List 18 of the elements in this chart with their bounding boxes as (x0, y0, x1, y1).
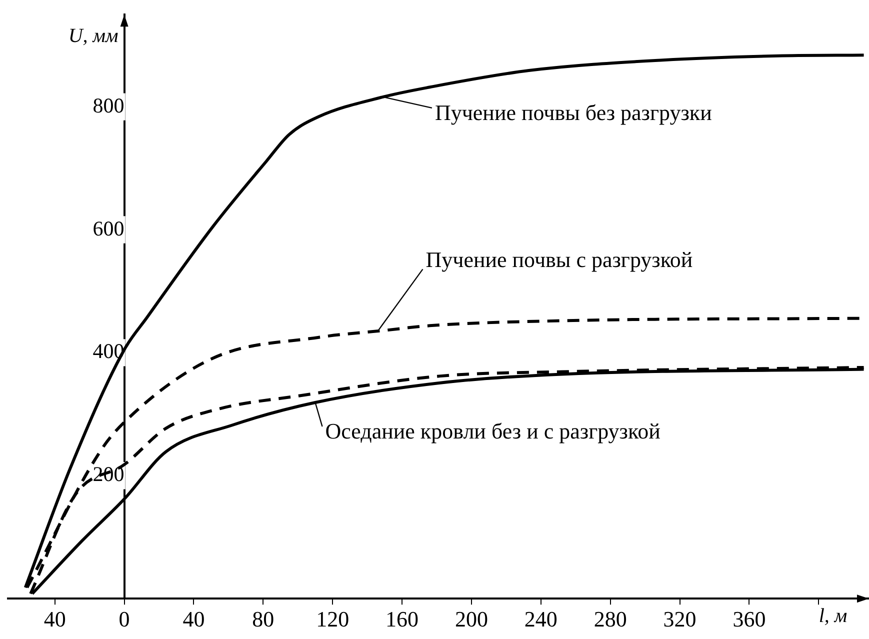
y-tick-label: 600 (92, 216, 124, 240)
x-tick-label: 0 (118, 606, 130, 632)
y-axis-title: U, мм (68, 24, 119, 47)
x-tick-label: 240 (524, 606, 558, 632)
annotation: Оседание кровли без и с разгрузкой (325, 418, 661, 444)
x-axis-title: l, м (818, 604, 848, 627)
x-tick-label: 200 (454, 606, 488, 632)
x-tick-label: 120 (316, 606, 350, 632)
x-tick-label: 80 (252, 606, 274, 632)
x-tick-label: 360 (732, 606, 766, 632)
x-tick-label: 40 (44, 606, 66, 632)
x-tick-label: 320 (663, 606, 696, 632)
x-tick-label: 280 (594, 606, 627, 632)
annotation: Пучение почвы без разгрузки (434, 100, 712, 125)
annotation: Пучение почвы с разгрузкой (426, 246, 693, 272)
x-tick-label: 160 (386, 606, 419, 632)
y-tick-label: 800 (92, 93, 124, 118)
x-tick-label: 40 (182, 606, 205, 632)
